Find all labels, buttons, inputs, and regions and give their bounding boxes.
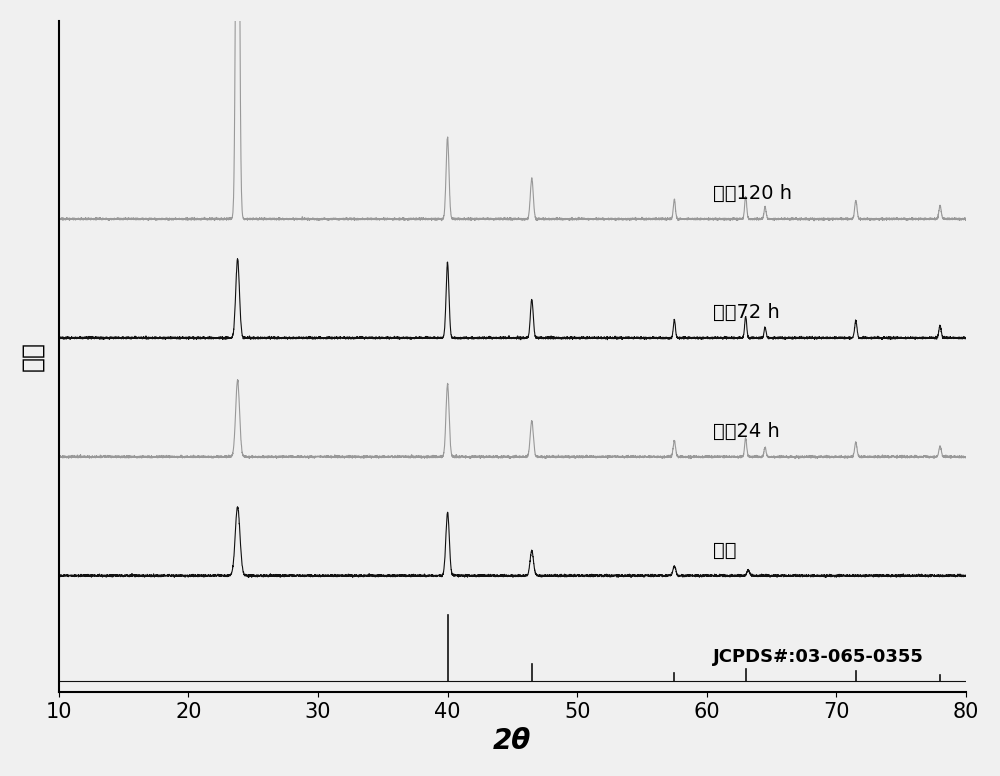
Text: 退火120 h: 退火120 h: [713, 184, 792, 203]
Text: 退火24 h: 退火24 h: [713, 422, 780, 441]
Y-axis label: 强度: 强度: [21, 341, 45, 372]
Text: JCPDS#:03-065-0355: JCPDS#:03-065-0355: [713, 647, 924, 666]
Text: 退火72 h: 退火72 h: [713, 303, 780, 322]
X-axis label: 2θ: 2θ: [493, 727, 532, 755]
Text: 淡火: 淡火: [713, 541, 737, 559]
